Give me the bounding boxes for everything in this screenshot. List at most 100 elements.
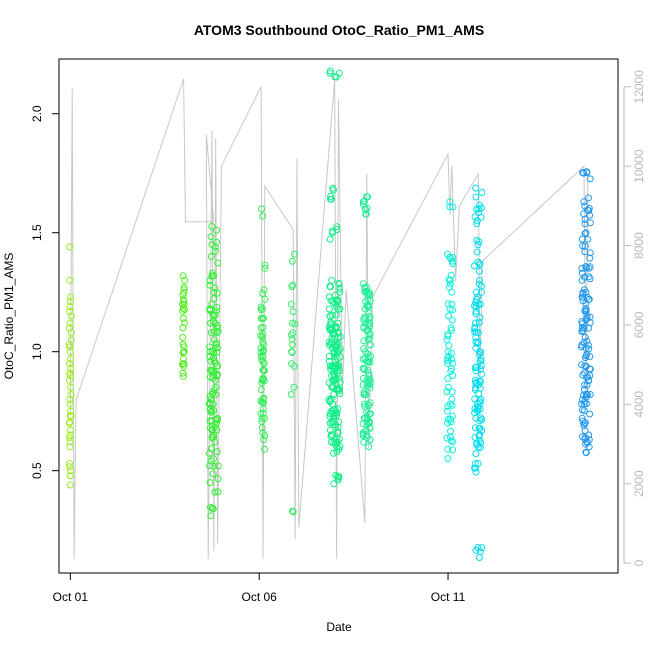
data-point — [478, 189, 486, 196]
data-point — [366, 319, 374, 327]
data-point — [365, 402, 373, 410]
data-point — [333, 409, 341, 417]
data-point — [443, 407, 451, 415]
data-point — [207, 366, 214, 374]
data-point — [582, 448, 590, 456]
data-point — [258, 305, 266, 313]
data-point — [578, 341, 586, 349]
data-point — [332, 365, 340, 372]
data-point — [290, 383, 298, 391]
data-point — [446, 253, 454, 261]
data-point — [213, 322, 221, 329]
data-point — [287, 300, 295, 308]
data-point — [210, 288, 218, 296]
data-point — [476, 424, 484, 432]
data-point — [334, 438, 342, 446]
data-point — [212, 341, 220, 349]
data-point — [258, 205, 265, 213]
data-point — [585, 436, 593, 444]
data-point — [444, 357, 452, 364]
data-point — [476, 201, 483, 209]
data-point — [66, 472, 74, 480]
data-point — [583, 438, 591, 446]
data-point — [213, 238, 220, 246]
data-point — [327, 340, 335, 348]
data-point — [582, 307, 590, 315]
data-point — [326, 341, 333, 349]
y2-tick-label: 8000 — [632, 232, 646, 259]
data-point — [291, 320, 299, 328]
data-point — [581, 230, 589, 238]
data-point — [359, 430, 367, 438]
data-point — [472, 367, 480, 375]
data-point — [258, 356, 266, 364]
data-point — [67, 383, 75, 391]
data-point — [444, 354, 452, 362]
data-point — [582, 393, 590, 401]
data-point — [447, 271, 455, 279]
data-point — [334, 429, 342, 436]
data-point — [475, 319, 483, 326]
data-point — [477, 362, 485, 369]
data-point — [471, 323, 479, 331]
data-point — [209, 374, 217, 382]
data-point — [478, 282, 485, 290]
data-point — [444, 402, 452, 410]
data-point — [586, 313, 594, 321]
data-point — [580, 400, 588, 408]
data-point — [66, 438, 74, 446]
data-point — [66, 395, 74, 403]
data-point — [586, 410, 594, 418]
data-point — [476, 314, 484, 321]
data-point — [336, 285, 344, 292]
data-point — [586, 254, 594, 262]
data-point — [327, 192, 335, 200]
data-point — [447, 427, 454, 435]
data-point — [474, 544, 482, 551]
data-point — [332, 412, 340, 420]
data-point — [209, 318, 217, 326]
data-point — [180, 300, 188, 308]
data-point — [472, 380, 480, 388]
data-point — [180, 286, 188, 293]
points-layer — [65, 67, 594, 561]
data-point — [581, 216, 589, 223]
data-point — [449, 438, 457, 446]
data-point — [365, 369, 373, 377]
data-point — [474, 403, 482, 411]
data-point — [581, 220, 589, 228]
data-point — [259, 375, 267, 383]
data-point — [259, 410, 267, 417]
data-point — [335, 418, 343, 426]
data-point — [213, 289, 221, 297]
data-point — [290, 362, 298, 370]
data-point — [328, 431, 336, 439]
data-point — [180, 372, 187, 380]
data-point — [472, 344, 480, 352]
data-point — [475, 267, 483, 275]
data-point — [260, 394, 268, 402]
data-point — [331, 349, 339, 357]
data-point — [579, 327, 587, 334]
data-point — [583, 400, 591, 408]
data-point — [474, 241, 482, 249]
data-point — [329, 184, 337, 192]
data-point — [66, 307, 74, 315]
data-point — [328, 227, 336, 235]
data-point — [213, 426, 221, 434]
data-point — [360, 337, 368, 345]
data-point — [214, 362, 221, 370]
data-point — [363, 350, 371, 358]
data-point — [333, 223, 341, 231]
data-point — [179, 340, 187, 348]
data-point — [288, 341, 296, 349]
y-tick-label: 1.5 — [30, 224, 44, 241]
data-point — [474, 258, 482, 266]
data-point — [446, 203, 454, 211]
data-point — [447, 280, 454, 288]
data-point — [326, 362, 334, 370]
data-point — [66, 243, 74, 251]
data-point — [585, 207, 593, 215]
data-point — [447, 418, 455, 426]
data-point — [66, 481, 74, 489]
